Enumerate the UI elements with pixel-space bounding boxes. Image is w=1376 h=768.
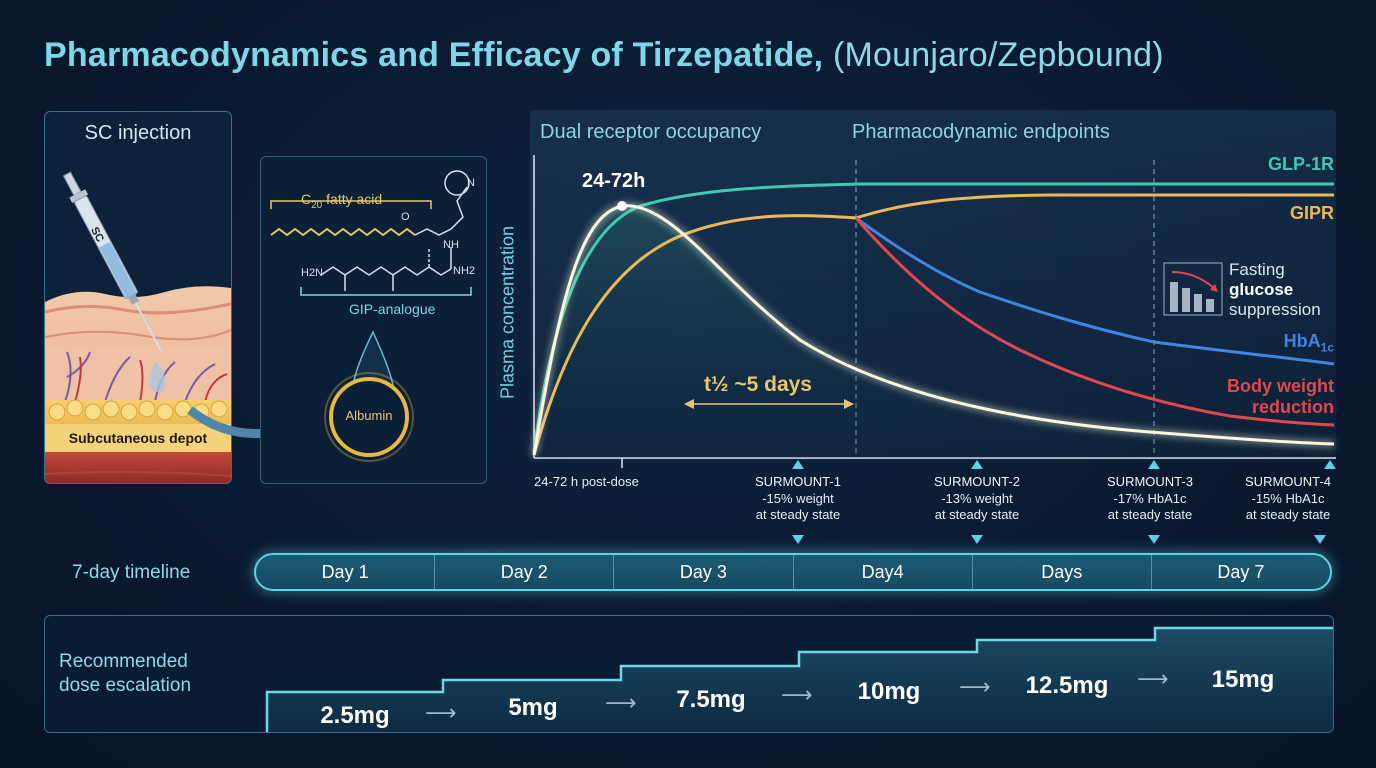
timeline-bar: Day 1 Day 2 Day 3 Day4 Days Day 7: [254, 553, 1332, 591]
dose-step-6: 15mg: [1211, 666, 1275, 693]
trial-markers: [792, 460, 1336, 544]
section-label-receptor: Dual receptor occupancy: [540, 121, 762, 143]
sc-injection-title: SC injection: [84, 122, 192, 144]
legend-hba1c: HbA1c: [1283, 331, 1334, 355]
dose-step-4: 10mg: [857, 678, 921, 705]
albumin-label: Albumin: [345, 408, 393, 423]
trial-surmount-4: SURMOUNT-4 -15% HbA1c at steady state: [1245, 474, 1331, 522]
dose-escalation-panel: Recommended dose escalation 2.5mg ⟶ 5mg …: [44, 615, 1334, 733]
section-label-endpoints: Pharmacodynamic endpoints: [852, 121, 1110, 143]
peak-label: 24-72h: [582, 170, 646, 192]
series-line-hba1c: [855, 216, 1335, 366]
gip-analogue-label: GIP-analogue: [349, 301, 436, 317]
atom-o: O: [401, 211, 410, 223]
dose-step-1: 2.5mg: [320, 702, 390, 729]
page-title: Pharmacodynamics and Efficacy of Tirzepa…: [44, 36, 1164, 75]
atom-h2n: H2N: [301, 267, 324, 279]
dose-arrow-icon: ⟶: [959, 674, 991, 699]
timeline-day-3: Day 3: [614, 555, 794, 589]
timeline-day-2: Day 2: [435, 555, 615, 589]
fatty-acid-label: C20 fatty acid: [301, 191, 383, 211]
series-line-body-weight: [854, 217, 1335, 427]
trial-surmount-2: SURMOUNT-2 -13% weight at steady state: [934, 474, 1020, 522]
molecule-panel: C20 fatty acid H2N NH2 NH O N GIP-analog…: [260, 156, 487, 484]
pd-chart: [532, 155, 1336, 544]
trial-surmount-3: SURMOUNT-3 -17% HbA1c at steady state: [1107, 474, 1193, 522]
timeline-day-4: Day4: [794, 555, 973, 589]
tirzepatide-structure-illustration: [270, 170, 472, 462]
peak-axis-label: 24-72 h post-dose: [534, 474, 639, 489]
legend-glp1r: GLP-1R: [1267, 154, 1334, 174]
dose-step-2: 5mg: [508, 694, 558, 721]
subcutaneous-depot-label: Subcutaneous depot: [68, 430, 208, 446]
title-sub: (Mounjaro/Zepbound): [832, 36, 1164, 74]
skin-cross-section-illustration: SC: [45, 171, 231, 483]
dose-staircase: [265, 626, 1333, 732]
y-axis-label: Plasma concentration: [497, 225, 518, 400]
peak-marker: [617, 201, 627, 211]
atom-n: N: [467, 177, 475, 189]
timeline-day-7: Day 7: [1217, 562, 1265, 582]
atom-nh: NH: [443, 239, 459, 251]
trial-surmount-1: SURMOUNT-1 -15% weight at steady state: [755, 474, 841, 522]
legend-gipr: GIPR: [1289, 203, 1334, 223]
atom-nh2: NH2: [453, 265, 476, 277]
plasma-area: [534, 205, 1334, 458]
timeline-label: 7-day timeline: [72, 562, 191, 583]
timeline-day-1: Day 1: [256, 555, 436, 589]
dose-arrow-icon: ⟶: [605, 690, 637, 715]
series-line-plasma: [532, 204, 1335, 456]
legend-body-weight: Body weight reduction: [1227, 376, 1334, 417]
dose-arrow-icon: ⟶: [1137, 666, 1169, 691]
title-main: Pharmacodynamics and Efficacy of Tirzepa…: [44, 36, 824, 74]
series-line-gipr: [532, 193, 1334, 456]
dose-step-3: 7.5mg: [676, 686, 746, 713]
dose-arrow-icon: ⟶: [781, 682, 813, 707]
half-life-label: t½ ~5 days: [704, 373, 812, 396]
dose-step-5: 12.5mg: [1025, 672, 1109, 699]
timeline-day-5: Days: [973, 555, 1152, 589]
dose-escalation-label: Recommended dose escalation: [59, 651, 192, 696]
fasting-glucose-label: Fasting glucose suppression: [1229, 260, 1321, 319]
glucose-bar-chart-icon: [1163, 262, 1223, 316]
dose-arrow-icon: ⟶: [425, 700, 457, 725]
syringe-icon: SC: [62, 171, 162, 352]
